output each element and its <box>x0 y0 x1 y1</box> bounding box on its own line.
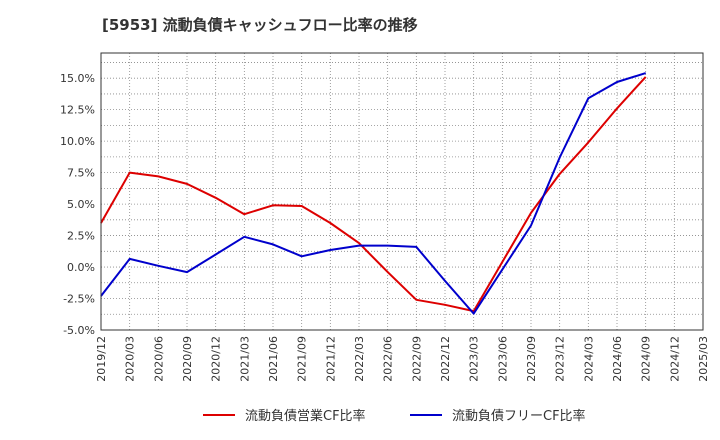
x-tick-label: 2025/03 <box>697 336 710 382</box>
y-tick-label: 10.0% <box>60 135 95 148</box>
x-tick-label: 2024/06 <box>611 336 624 382</box>
legend-label-1: 流動負債営業CF比率 <box>245 408 366 424</box>
x-tick-label: 2021/03 <box>238 336 251 382</box>
y-axis-tick-labels: -5.0% -2.5% 0.0% 2.5% 5.0% 7.5% 10.0% 12.5% 15.0… <box>60 72 95 337</box>
y-tick-label: 5.0% <box>67 198 95 211</box>
x-tick-label: 2020/09 <box>181 336 194 382</box>
series-lines <box>100 72 647 315</box>
x-tick-label: 2023/03 <box>468 336 481 382</box>
y-tick-label: 15.0% <box>60 72 95 85</box>
series-line-1 <box>100 76 647 313</box>
x-tick-label: 2022/03 <box>353 336 366 382</box>
y-tick-label: 7.5% <box>67 167 95 180</box>
x-tick-label: 2024/03 <box>582 336 595 382</box>
x-axis-tick-labels: 2019/12 2020/03 2020/06 2020/09 2020/12 2021/… <box>95 336 710 382</box>
x-tick-label: 2020/06 <box>152 336 165 382</box>
x-tick-label: 2023/09 <box>525 336 538 382</box>
x-tick-label: 2023/06 <box>496 336 509 382</box>
x-tick-label: 2024/12 <box>668 336 681 382</box>
x-tick-label: 2024/09 <box>640 336 653 382</box>
x-tick-label: 2021/09 <box>296 336 309 382</box>
y-tick-label: 0.0% <box>67 261 95 274</box>
x-tick-label: 2021/06 <box>267 336 280 382</box>
x-tick-label: 2022/09 <box>410 336 423 382</box>
x-tick-label: 2021/12 <box>324 336 337 382</box>
y-tick-label: -2.5% <box>63 293 95 306</box>
y-tick-label: -5.0% <box>63 324 95 337</box>
x-tick-label: 2023/12 <box>554 336 567 382</box>
x-tick-label: 2020/03 <box>124 336 137 382</box>
legend-label-2: 流動負債フリーCF比率 <box>452 408 586 424</box>
y-tick-label: 12.5% <box>60 104 95 117</box>
chart-title: [5953] 流動負債キャッシュフロー比率の推移 <box>102 16 418 34</box>
x-tick-label: 2019/12 <box>95 336 108 382</box>
legend: 流動負債営業CF比率 流動負債フリーCF比率 <box>203 408 586 424</box>
grid-lines <box>100 53 704 331</box>
series-line-2 <box>100 72 646 315</box>
y-tick-label: 2.5% <box>67 230 95 243</box>
x-tick-label: 2022/12 <box>439 336 452 382</box>
x-tick-label: 2022/06 <box>382 336 395 382</box>
x-tick-label: 2020/12 <box>210 336 223 382</box>
plot-area-frame <box>100 52 704 331</box>
